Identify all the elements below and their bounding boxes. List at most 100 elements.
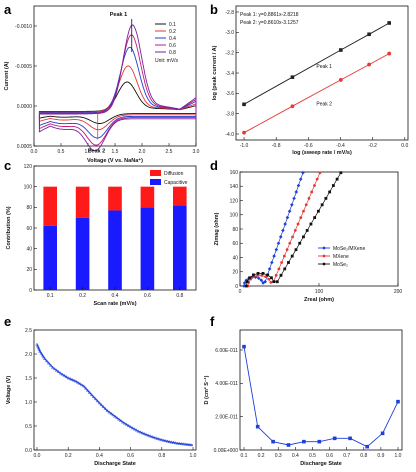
panel-e-point [52,367,57,371]
panel-b-ytick: -3.6 [225,91,234,97]
panel-c-legend-diffusion: Diffusion [164,171,184,177]
panel-d-point [252,273,255,277]
panel-f-point [255,424,260,429]
panel-f-xtick: 0.1 [241,453,248,459]
panel-d-point [290,202,294,207]
panel-a-legend-entry: 0.8 [169,50,176,56]
panel-d-point [282,254,286,258]
panel-e-point [43,357,47,360]
panel-c-bar-diffusion [108,186,122,211]
panel-d-point [245,280,249,284]
panel-d-ytick: 80 [232,227,238,233]
panel-d-legend-entry: MXene [333,254,349,260]
panel-f-ylabel: D (cm² S⁻¹) [203,375,210,404]
panel-b-point [338,78,343,82]
panel-label-b: b [210,2,218,17]
panel-label-c: c [4,158,11,173]
panel-d-ytick: 0 [235,284,238,290]
panel-d-point [298,241,302,245]
panel-a-cv-curve [38,24,197,152]
panel-e-point [56,369,61,373]
panel-d-ytick: 140 [230,184,239,190]
panel-a-xtick: 2.5 [166,149,173,155]
panel-b-eq-2: Peak 2: y=0.8610x-3.1257 [240,20,299,26]
panel-e-point [121,420,125,424]
panel-d-xtick: 0 [239,289,242,295]
panel-f-point [242,344,246,349]
panel-e-point [74,379,78,383]
panel-e-point [72,378,76,382]
panel-c-ylabel: Contribution (%) [6,206,12,249]
panel-d-point [253,275,258,280]
panel-d-point [266,273,270,277]
panel-d-ytick: 120 [230,198,239,204]
panel-a-ytick: 0.0000 [17,104,33,110]
panel-d-point [267,277,271,281]
panel-e-point [119,418,123,422]
panel-label-a: a [4,2,12,17]
panel-c-bar-capacitive [140,207,155,290]
panel-e-point [158,437,162,441]
panel-d-legend-entry: MoSe₂/MXene [333,246,365,252]
panel-d-point [313,184,316,187]
panel-e-point [45,359,49,363]
panel-b-point [290,104,295,109]
panel-e-point [124,422,129,426]
panel-b-point [367,62,371,67]
panel-b-point [339,48,343,52]
panel-d-xtick: 200 [394,289,403,295]
panel-b-ytick: -3.4 [225,71,234,77]
panel-e-point [162,438,166,442]
panel-c-xtick: 0.4 [112,293,119,299]
panel-e-point [99,403,104,407]
panel-b-ytick: -3.0 [225,30,234,36]
panel-e-point [37,348,42,351]
panel-c-ytick: 100 [24,184,33,190]
panel-e-point [167,440,172,444]
panel-d-point [275,280,279,284]
panel-e-point [80,383,84,387]
panel-d-point [315,177,319,181]
panel-d-xlabel: Zreal (ohm) [304,297,334,303]
panel-d-frame [239,171,399,287]
panel-b-frame [235,5,409,141]
panel-c-legend-swatch-diffusion [150,170,161,176]
panel-f-d-line [243,346,399,448]
panel-label-d: d [210,158,218,173]
panel-label-e: e [4,314,11,329]
panel-d-nyquist-line [243,172,304,287]
panel-e-point [82,384,86,388]
panel-d-point [302,209,305,213]
panel-d-point [324,196,328,200]
panel-d-point [287,261,290,264]
panel-b-xtick: -0.2 [368,143,377,149]
panel-a-xtick: 3.0 [193,149,200,155]
panel-e-point [123,421,127,425]
panel-e-point [64,375,68,378]
panel-e-ytick: 2.5 [25,328,32,334]
panel-d-point [318,171,322,175]
panel-e-point [187,442,191,446]
panel-e-point [171,440,176,444]
panel-e-point [115,416,119,420]
panel-d-point [274,273,278,277]
panel-b-xlabel: log (sweep rate / mV/s) [292,150,352,156]
panel-e-xtick: 0.6 [127,453,134,459]
panel-d-point [294,248,298,252]
panel-d-legend-marker [322,254,326,258]
panel-b-eq-1: Peak 1: y=0.8861x-2.8218 [240,12,299,18]
panel-d-point [263,279,267,284]
panel-d-point [269,280,273,284]
panel-e-ytick: 1.5 [25,376,32,382]
panel-e-point [76,380,80,384]
panel-e-point [84,386,88,390]
panel-d-legend-entry: MoSe₂ [333,262,348,268]
panel-d-point [293,229,297,232]
panel-e-point [46,361,51,365]
panel-a-xtick: 1.5 [112,149,119,155]
panel-e-point [39,351,44,355]
panel-e-point [185,442,189,446]
panel-c-ytick: 0 [29,288,32,294]
panel-e-point [177,441,182,445]
panel-f-point [271,439,275,444]
